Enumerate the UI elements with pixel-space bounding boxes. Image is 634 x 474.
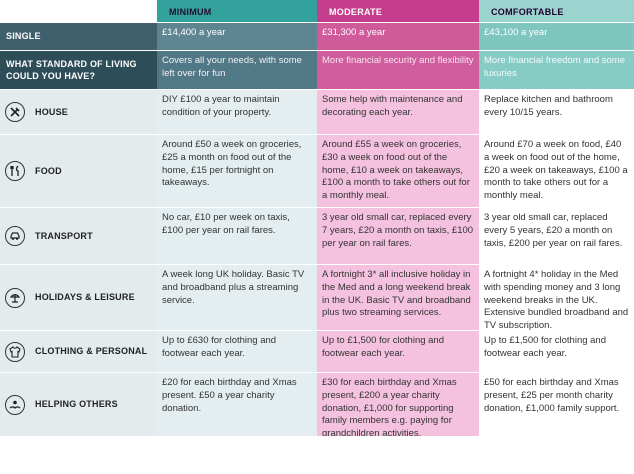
- clothing-label: CLOTHING & PERSONAL: [35, 346, 148, 357]
- house-minimum: DIY £100 a year to maintain condition of…: [157, 90, 317, 135]
- car-icon: [5, 226, 25, 246]
- helping-moderate: £30 for each birthday and Xmas present, …: [317, 373, 479, 437]
- transport-moderate: 3 year old small car, replaced every 7 y…: [317, 208, 479, 265]
- holiday-icon: [5, 287, 25, 308]
- house-moderate: Some help with maintenance and decoratin…: [317, 90, 479, 135]
- row-label-house: HOUSE: [0, 90, 157, 135]
- single-minimum: £14,400 a year: [157, 23, 317, 51]
- holidays-moderate: A fortnight 3* all inclusive holiday in …: [317, 265, 479, 331]
- row-label-transport: TRANSPORT: [0, 208, 157, 265]
- row-label-single: SINGLE: [0, 23, 157, 51]
- helping-minimum: £20 for each birthday and Xmas present. …: [157, 373, 317, 437]
- row-label-food: FOOD: [0, 135, 157, 208]
- clothing-moderate: Up to £1,500 for clothing and footwear e…: [317, 331, 479, 373]
- holidays-comfortable: A fortnight 4* holiday in the Med with s…: [479, 265, 634, 331]
- row-label-helping: HELPING OTHERS: [0, 373, 157, 437]
- single-moderate: £31,300 a year: [317, 23, 479, 51]
- helping-comfortable: £50 for each birthday and Xmas present, …: [479, 373, 634, 437]
- row-label-clothing: CLOTHING & PERSONAL: [0, 331, 157, 373]
- transport-label: TRANSPORT: [35, 230, 93, 241]
- clothing-comfortable: Up to £1,500 for clothing and footwear e…: [479, 331, 634, 373]
- corner-blank: [0, 0, 157, 23]
- header-comfortable: COMFORTABLE: [479, 0, 634, 23]
- single-comfortable: £43,100 a year: [479, 23, 634, 51]
- house-label: HOUSE: [35, 106, 69, 117]
- holidays-label: HOLIDAYS & LEISURE: [35, 292, 135, 303]
- food-moderate: Around £55 a week on groceries, £30 a we…: [317, 135, 479, 208]
- clothing-minimum: Up to £630 for clothing and footwear eac…: [157, 331, 317, 373]
- clothing-icon: [5, 341, 25, 362]
- transport-minimum: No car, £10 per week on taxis, £100 per …: [157, 208, 317, 265]
- header-moderate: MODERATE: [317, 0, 479, 23]
- house-comfortable: Replace kitchen and bathroom every 10/15…: [479, 90, 634, 135]
- tools-icon: [5, 102, 25, 122]
- cutlery-icon: [5, 161, 25, 181]
- standard-moderate: More financial security and flexibility: [317, 51, 479, 90]
- transport-comfortable: 3 year old small car, replaced every 5 y…: [479, 208, 634, 265]
- standard-comfortable: More financial freedom and some luxuries: [479, 51, 634, 90]
- holidays-minimum: A week long UK holiday. Basic TV and bro…: [157, 265, 317, 331]
- food-label: FOOD: [35, 165, 62, 176]
- standard-minimum: Covers all your needs, with some left ov…: [157, 51, 317, 90]
- header-minimum: MINIMUM: [157, 0, 317, 23]
- food-minimum: Around £50 a week on groceries, £25 a mo…: [157, 135, 317, 208]
- helping-hands-icon: [5, 394, 25, 415]
- row-label-holidays: HOLIDAYS & LEISURE: [0, 265, 157, 331]
- food-comfortable: Around £70 a week on food, £40 a week on…: [479, 135, 634, 208]
- helping-label: HELPING OTHERS: [35, 399, 118, 410]
- standard-label-line2: COULD YOU HAVE?: [6, 71, 96, 81]
- row-label-standard: WHAT STANDARD OF LIVING COULD YOU HAVE?: [0, 51, 157, 90]
- standard-label-line1: WHAT STANDARD OF LIVING: [6, 58, 137, 69]
